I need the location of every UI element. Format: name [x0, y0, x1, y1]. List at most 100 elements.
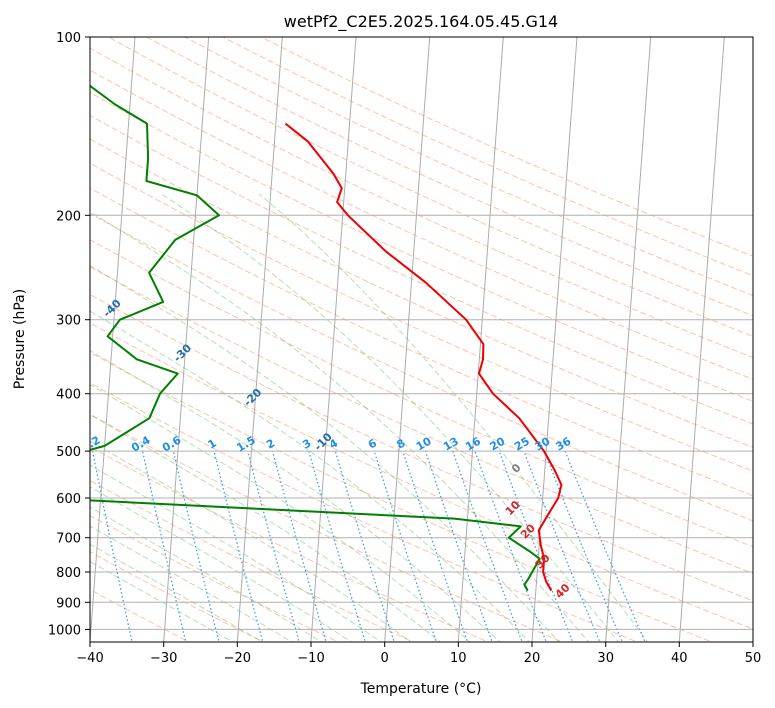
x-tick-label: 40 — [671, 651, 688, 666]
moist-adiabat — [90, 464, 382, 642]
reference-line-labels: 0.10.20.40.611.52346810131620253036-100-… — [30, 253, 574, 602]
isotherm-label: -40 — [101, 297, 124, 320]
x-axis: −40 −30 −20 −10 0 10 20 30 40 50 — [76, 642, 761, 666]
isotherm-line — [605, 37, 652, 642]
y-tick-label: 100 — [56, 31, 81, 46]
y-tick-label: 800 — [56, 566, 81, 581]
mixing-ratio-line — [92, 450, 133, 642]
plot-area: 0.10.20.40.611.52346810131620253036-100-… — [30, 37, 753, 644]
x-tick-label: 0 — [381, 651, 389, 666]
mixing-ratio-label: 1 — [206, 437, 219, 452]
mixing-ratio-label: 0.1 — [32, 434, 55, 455]
chart-title: wetPf2_C2E5.2025.164.05.45.G14 — [284, 12, 558, 32]
x-tick-label: 50 — [745, 651, 762, 666]
moist-adiabat — [90, 486, 353, 642]
mixing-ratio-line — [334, 450, 395, 642]
wbz-label: 40 — [553, 581, 573, 601]
background-lines — [46, 37, 753, 644]
y-axis: 100 200 300 400 500 600 700 800 900 1000 — [48, 31, 90, 638]
moist-adiabat — [161, 193, 619, 642]
y-tick-label: 1000 — [48, 623, 81, 638]
plot-frame — [89, 36, 754, 643]
dry-adiabat — [183, 37, 753, 297]
dry-adiabat — [90, 69, 753, 380]
x-tick-label: 30 — [597, 651, 614, 666]
mixing-ratio-line — [564, 450, 646, 642]
dewpoint-profile-line — [90, 84, 541, 592]
isotherm-label: -20 — [241, 386, 264, 409]
dry-adiabat — [90, 162, 753, 472]
y-axis-label: Pressure (hPa) — [12, 289, 28, 389]
isotherm-label: -50 — [30, 253, 53, 276]
mixing-ratio-line — [474, 450, 547, 642]
dry-adiabat — [90, 47, 753, 359]
isotherm-line — [236, 37, 283, 642]
wbz-label: 20 — [518, 521, 538, 541]
y-tick-label: 700 — [56, 532, 81, 547]
mixing-ratio-line — [46, 451, 83, 644]
y-tick-label: 500 — [56, 445, 81, 460]
moist-adiabat — [90, 525, 293, 642]
dry-adiabat — [90, 479, 415, 642]
dry-adiabat — [90, 239, 753, 548]
mixing-ratio-line — [498, 450, 574, 642]
mixing-ratio-line — [523, 450, 601, 642]
y-tick-label: 400 — [56, 388, 81, 403]
dry-adiabat — [145, 37, 753, 317]
mixing-ratio-line — [402, 450, 469, 642]
wbz-label: 30 — [533, 551, 553, 571]
mixing-ratio-line — [424, 450, 493, 642]
mixing-ratio-line — [271, 450, 327, 642]
dry-adiabat — [90, 266, 753, 574]
moist-adiabat — [90, 440, 412, 642]
mixing-ratio-label: 6 — [366, 436, 379, 451]
dry-adiabat — [90, 212, 753, 522]
x-tick-label: 10 — [450, 651, 467, 666]
moist-adiabat — [90, 561, 234, 642]
mixing-ratio-line — [308, 450, 366, 642]
x-tick-label: 20 — [524, 651, 541, 666]
moist-adiabat — [90, 543, 264, 642]
mixing-ratio-line — [213, 450, 264, 642]
dry-adiabat — [221, 37, 753, 277]
isotherm-line — [531, 37, 578, 642]
dry-adiabat — [259, 37, 753, 257]
dry-adiabat — [90, 91, 753, 402]
x-tick-label: −10 — [297, 651, 324, 666]
y-tick-label: 600 — [56, 492, 81, 507]
dry-adiabat — [90, 114, 753, 425]
dry-adiabat — [90, 293, 753, 602]
temperature-profile-line — [284, 122, 563, 592]
dry-adiabat — [90, 187, 753, 497]
dry-adiabat — [107, 37, 753, 337]
isotherm-line — [384, 37, 431, 642]
mixing-ratio-line — [543, 450, 624, 642]
moist-adiabat — [90, 310, 531, 642]
isotherm-line — [163, 37, 210, 642]
mixing-ratio-line — [247, 450, 300, 642]
x-tick-label: −20 — [224, 651, 251, 666]
x-axis-label: Temperature (°C) — [360, 681, 482, 697]
wbz-label: 10 — [503, 498, 523, 518]
moist-adiabat — [90, 384, 471, 642]
isotherm-line — [678, 37, 725, 642]
mixing-ratio-line — [142, 450, 187, 642]
isotherm-line — [310, 37, 357, 642]
dry-adiabat — [90, 514, 340, 642]
x-tick-label: −30 — [150, 651, 177, 666]
moist-adiabat — [258, 193, 649, 642]
mixing-ratio-label: 2 — [264, 437, 277, 452]
data-series — [90, 84, 563, 592]
x-tick-label: −40 — [76, 651, 103, 666]
moist-adiabat — [90, 264, 560, 642]
dry-adiabat — [90, 446, 489, 642]
y-tick-label: 300 — [56, 314, 81, 329]
isotherm-line — [752, 635, 753, 642]
dry-adiabat — [90, 322, 753, 630]
mixing-ratio-line — [172, 450, 220, 642]
y-tick-label: 200 — [56, 209, 81, 224]
dry-adiabat — [90, 138, 753, 448]
y-tick-label: 900 — [56, 596, 81, 611]
isotherm-label: -30 — [171, 341, 194, 364]
